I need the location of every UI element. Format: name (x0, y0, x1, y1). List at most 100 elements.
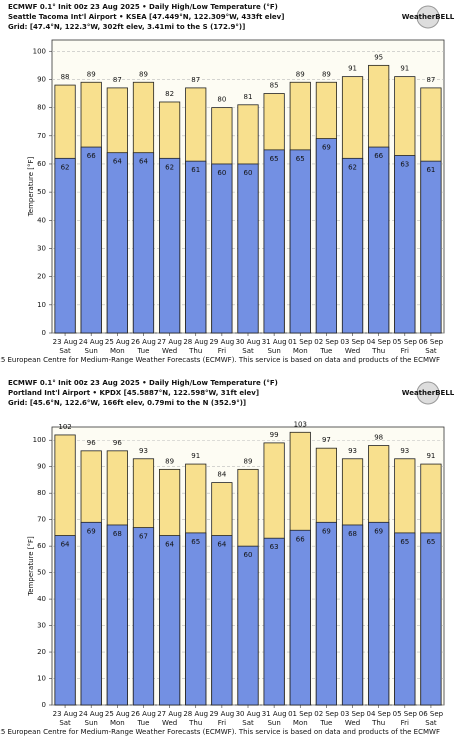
value-label: 89 (322, 70, 331, 78)
x-tick-label: 06 Sep (419, 710, 444, 718)
value-label: 62 (165, 163, 174, 171)
value-label: 91 (400, 65, 409, 73)
value-label: 63 (270, 543, 279, 551)
value-label: 80 (217, 96, 226, 104)
value-label: 60 (244, 169, 253, 177)
value-label: 87 (426, 76, 435, 84)
bar (54, 535, 76, 706)
y-tick-label: 10 (37, 301, 46, 309)
bar (132, 152, 155, 334)
value-label: 69 (322, 144, 331, 152)
x-weekday-label: Sat (242, 719, 254, 727)
bar (368, 521, 390, 706)
bar (237, 545, 259, 706)
value-label: 69 (87, 527, 96, 535)
bar (368, 146, 390, 334)
y-tick-label: 80 (37, 489, 46, 497)
value-label: 66 (374, 152, 383, 160)
bar (80, 521, 102, 706)
x-weekday-label: Fri (401, 347, 409, 355)
x-tick-label: 02 Sep (314, 710, 339, 718)
station: Seattle Tacoma Int'l Airport • KSEA [47.… (8, 13, 284, 21)
value-label: 91 (191, 452, 200, 460)
bar (420, 160, 442, 334)
y-tick-label: 0 (42, 329, 46, 337)
y-axis-label: Temperature [°F] (27, 536, 35, 597)
x-weekday-label: Mon (110, 719, 125, 727)
value-label: 68 (113, 530, 122, 538)
value-label: 61 (426, 166, 435, 174)
bar (80, 146, 102, 334)
station: Portland Int'l Airport • KPDX [45.5887°N… (8, 389, 259, 397)
bar (289, 149, 311, 334)
bar (315, 138, 337, 334)
value-label: 68 (348, 530, 357, 538)
y-tick-label: 40 (37, 216, 46, 224)
value-label: 87 (191, 76, 200, 84)
value-label: 102 (58, 423, 71, 431)
x-weekday-label: Sat (59, 347, 71, 355)
bar (185, 160, 207, 334)
bar (106, 152, 128, 334)
logo-badge (416, 5, 440, 29)
x-tick-label: 28 Aug (183, 338, 208, 346)
y-axis-label: Temperature [°F] (27, 156, 35, 217)
value-label: 93 (348, 447, 357, 455)
y-tick-label: 50 (37, 569, 46, 577)
value-label: 66 (296, 535, 305, 543)
bar (263, 149, 285, 334)
bar (289, 529, 311, 706)
y-tick-label: 50 (37, 188, 46, 196)
x-tick-label: 31 Aug (262, 338, 287, 346)
y-tick-label: 90 (37, 75, 46, 83)
x-tick-label: 03 Sep (340, 710, 365, 718)
x-weekday-label: Tue (136, 719, 149, 727)
x-tick-label: 25 Aug (105, 338, 130, 346)
value-label: 99 (270, 431, 279, 439)
x-weekday-label: Sun (85, 719, 98, 727)
x-weekday-label: Sun (267, 347, 280, 355)
bar (159, 535, 181, 706)
y-tick-label: 90 (37, 463, 46, 471)
x-weekday-label: Wed (162, 347, 177, 355)
value-label: 89 (244, 457, 253, 465)
x-tick-label: 27 Aug (157, 338, 182, 346)
x-weekday-label: Wed (162, 719, 177, 727)
x-tick-label: 24 Aug (79, 710, 104, 718)
value-label: 62 (348, 163, 357, 171)
y-tick-label: 20 (37, 648, 46, 656)
bar (159, 157, 181, 334)
logo: WeatherBELL (402, 389, 455, 397)
value-label: 66 (87, 152, 96, 160)
y-tick-label: 60 (37, 542, 46, 550)
x-tick-label: 01 Sep (288, 710, 313, 718)
x-tick-label: 26 Aug (131, 710, 156, 718)
value-label: 89 (165, 457, 174, 465)
value-label: 63 (400, 161, 409, 169)
value-label: 64 (113, 158, 122, 166)
value-label: 64 (165, 541, 174, 549)
bar (315, 521, 337, 706)
value-label: 60 (217, 169, 226, 177)
value-label: 85 (270, 82, 279, 90)
x-tick-label: 05 Sep (393, 710, 418, 718)
x-weekday-label: Thu (371, 719, 385, 727)
x-weekday-label: Sun (85, 347, 98, 355)
x-weekday-label: Sat (425, 347, 437, 355)
y-tick-label: 30 (37, 622, 46, 630)
x-tick-label: 04 Sep (367, 338, 392, 346)
value-label: 93 (400, 447, 409, 455)
x-tick-label: 31 Aug (262, 710, 287, 718)
x-weekday-label: Sat (425, 719, 437, 727)
x-tick-label: 02 Sep (314, 338, 339, 346)
bar (211, 163, 233, 334)
x-tick-label: 06 Sep (419, 338, 444, 346)
value-label: 61 (191, 166, 200, 174)
x-weekday-label: Sat (59, 719, 71, 727)
y-tick-label: 100 (33, 436, 46, 444)
x-weekday-label: Wed (345, 719, 360, 727)
value-label: 62 (61, 163, 70, 171)
grid-note: Grid: [45.6°N, 122.6°W, 166ft elev, 0.79… (8, 399, 246, 407)
value-label: 82 (165, 90, 174, 98)
bar (237, 163, 259, 334)
